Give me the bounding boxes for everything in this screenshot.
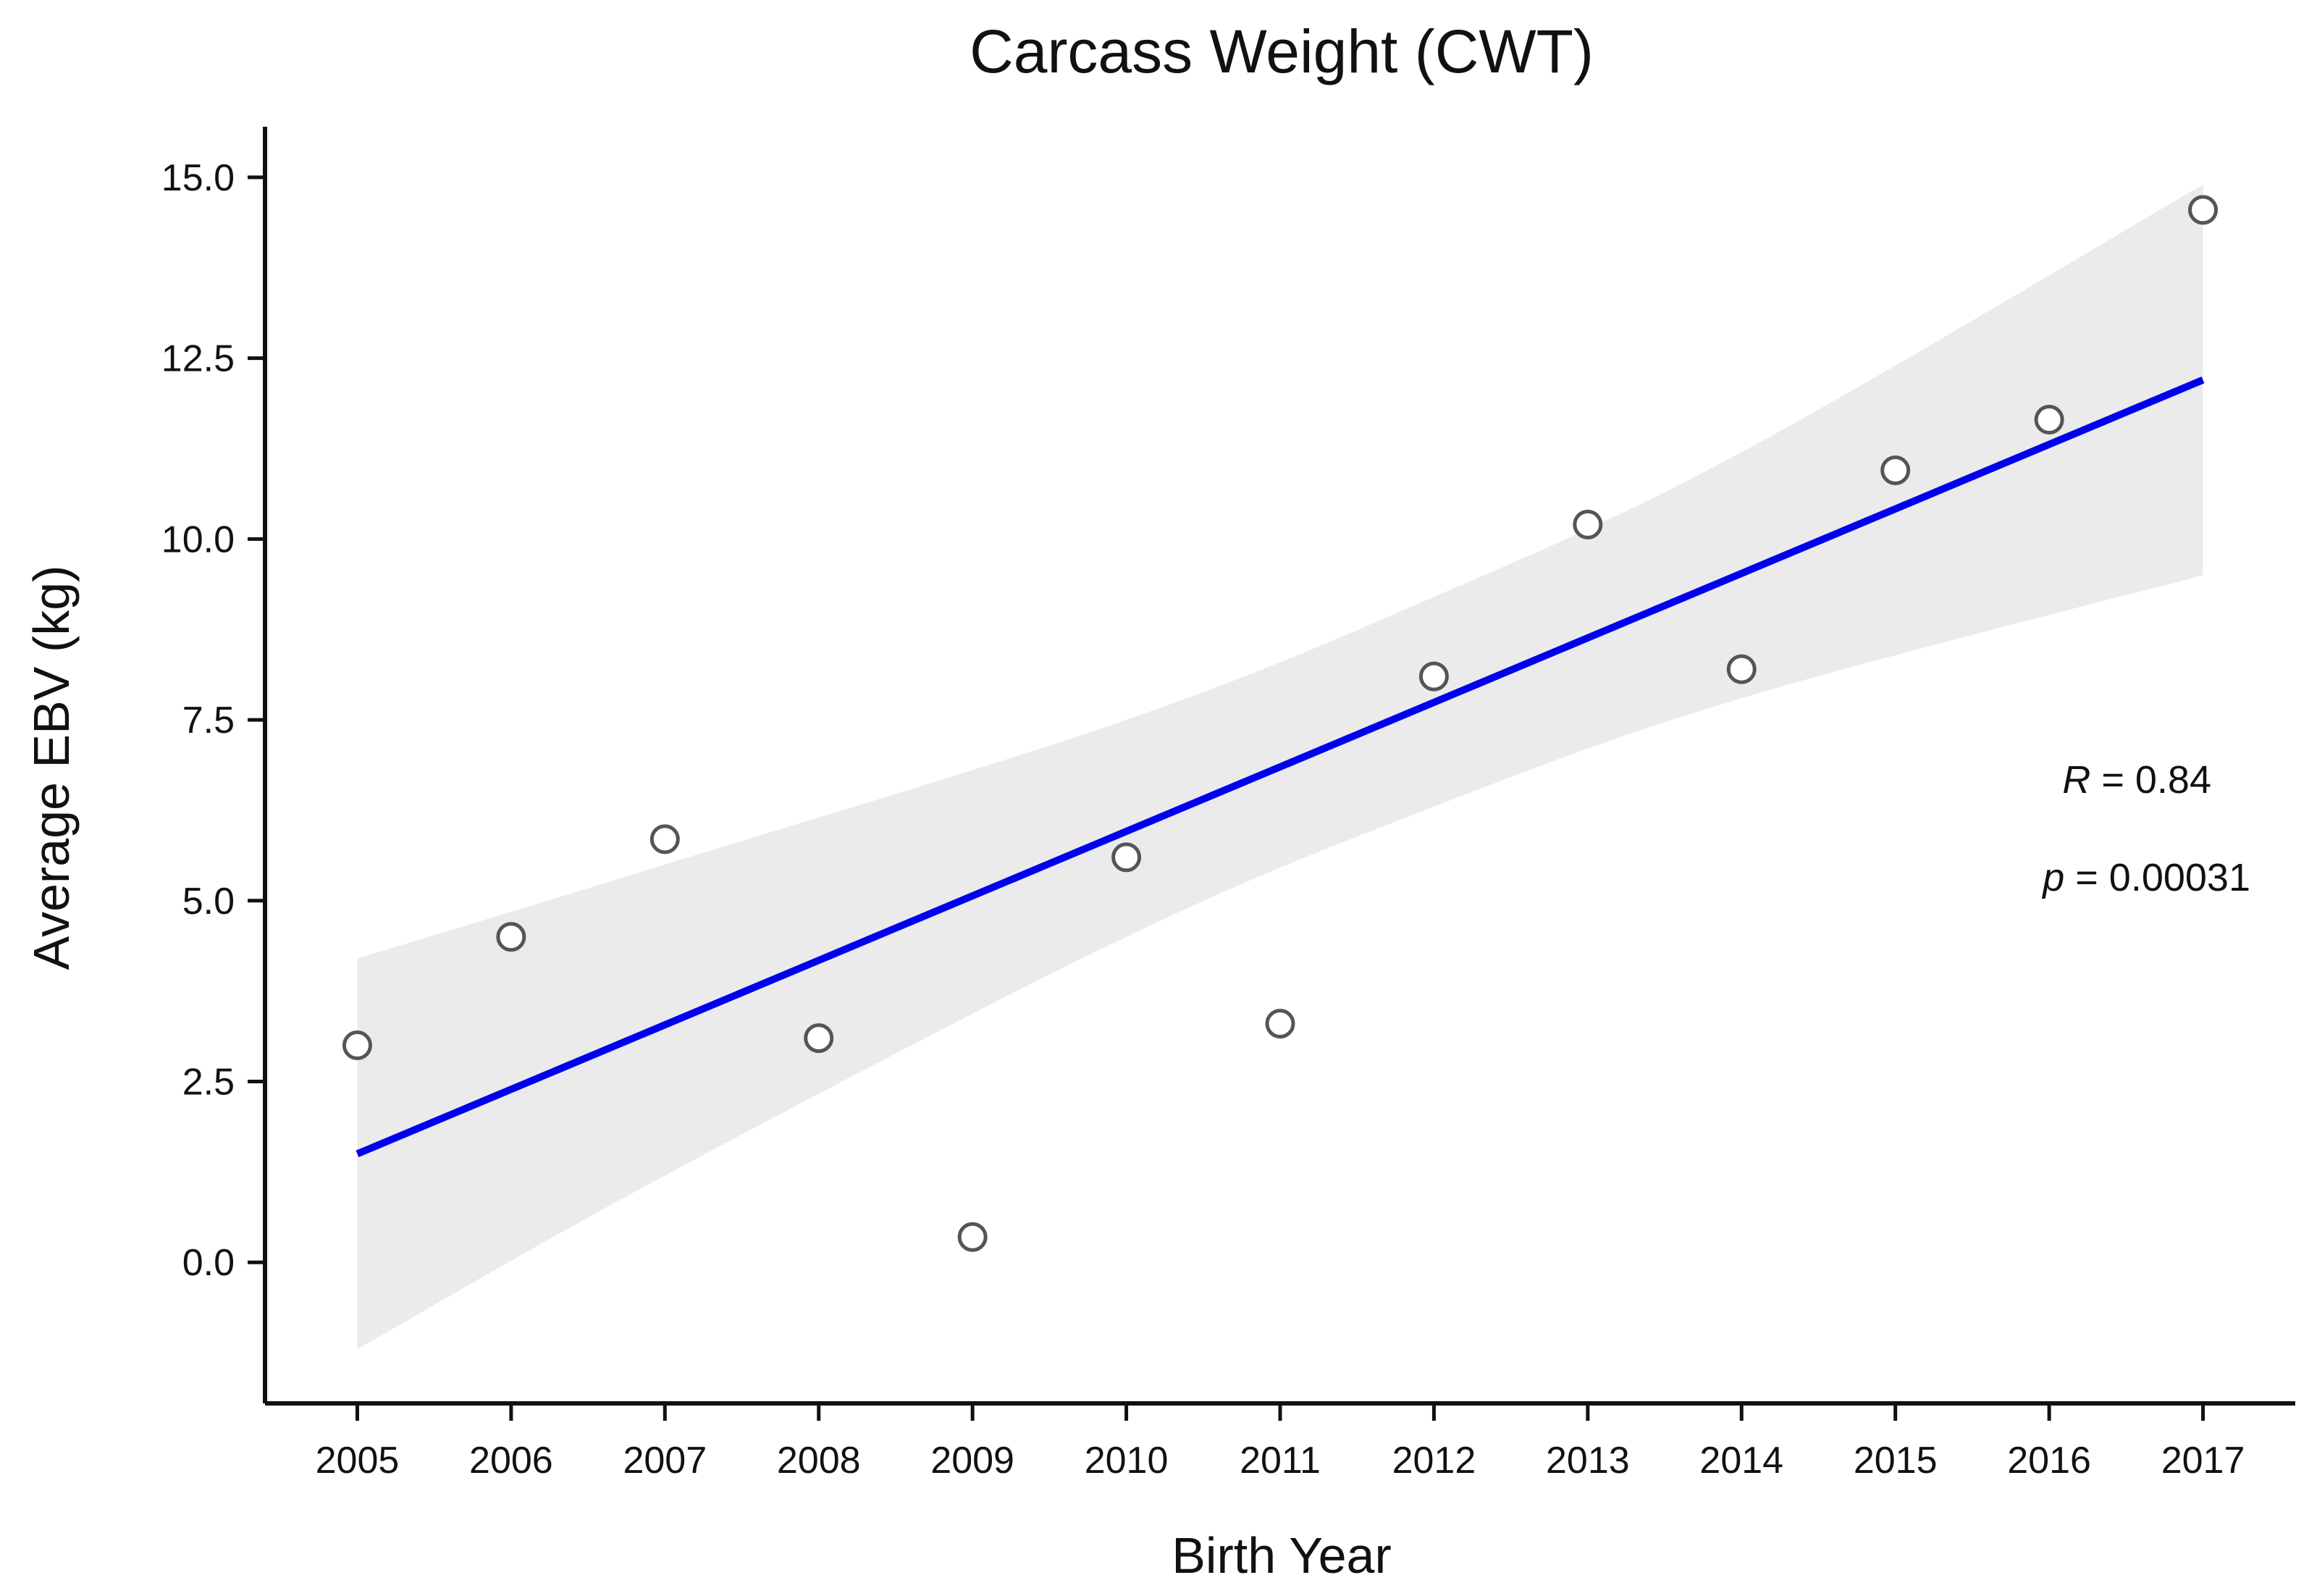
x-tick-label: 2005 [316, 1440, 400, 1482]
x-tick-label: 2012 [1392, 1440, 1476, 1482]
r-value: = 0.84 [2090, 758, 2211, 802]
y-tick-label: 2.5 [182, 1062, 235, 1104]
data-point [1418, 661, 1449, 692]
x-tick-label: 2016 [2007, 1440, 2091, 1482]
data-point [342, 1030, 372, 1061]
y-axis-label: Average EBV (kg) [23, 566, 80, 970]
x-tick-label: 2014 [1699, 1440, 1783, 1482]
y-tick-label: 10.0 [161, 518, 235, 560]
data-point [1111, 842, 1142, 873]
data-point [649, 824, 680, 854]
r-symbol: R [2062, 758, 2090, 802]
data-point [1726, 654, 1757, 684]
data-point [496, 922, 526, 952]
x-tick-label: 2008 [777, 1440, 861, 1482]
data-point [1265, 1009, 1295, 1039]
x-axis-label: Birth Year [1172, 1527, 1392, 1584]
data-point [2034, 405, 2064, 435]
x-tick-label: 2007 [623, 1440, 707, 1482]
y-tick-label: 7.5 [182, 700, 235, 742]
x-tick-label: 2013 [1546, 1440, 1630, 1482]
x-tick-label: 2017 [2161, 1440, 2245, 1482]
data-point [957, 1222, 988, 1252]
x-tick-label: 2015 [1854, 1440, 1938, 1482]
chart-title: Carcass Weight (CWT) [970, 17, 1594, 85]
data-point [2188, 195, 2219, 225]
p-value: = 0.00031 [2064, 856, 2250, 899]
x-tick-label: 2010 [1085, 1440, 1169, 1482]
y-tick-label: 0.0 [182, 1242, 235, 1284]
data-point [1880, 455, 1911, 485]
regression-line [356, 376, 2205, 1158]
y-tick-label: 12.5 [161, 338, 235, 380]
x-tick-label: 2011 [1240, 1440, 1321, 1482]
r-annotation: R = 0.84 [2062, 758, 2211, 802]
data-point [804, 1023, 834, 1054]
data-point [1573, 509, 1603, 539]
x-tick-label: 2006 [469, 1440, 553, 1482]
p-annotation: p = 0.00031 [2041, 856, 2250, 899]
x-tick-label: 2009 [930, 1440, 1014, 1482]
p-symbol: p [2041, 856, 2064, 899]
y-tick-label: 15.0 [161, 157, 235, 199]
y-tick-label: 5.0 [182, 881, 235, 923]
